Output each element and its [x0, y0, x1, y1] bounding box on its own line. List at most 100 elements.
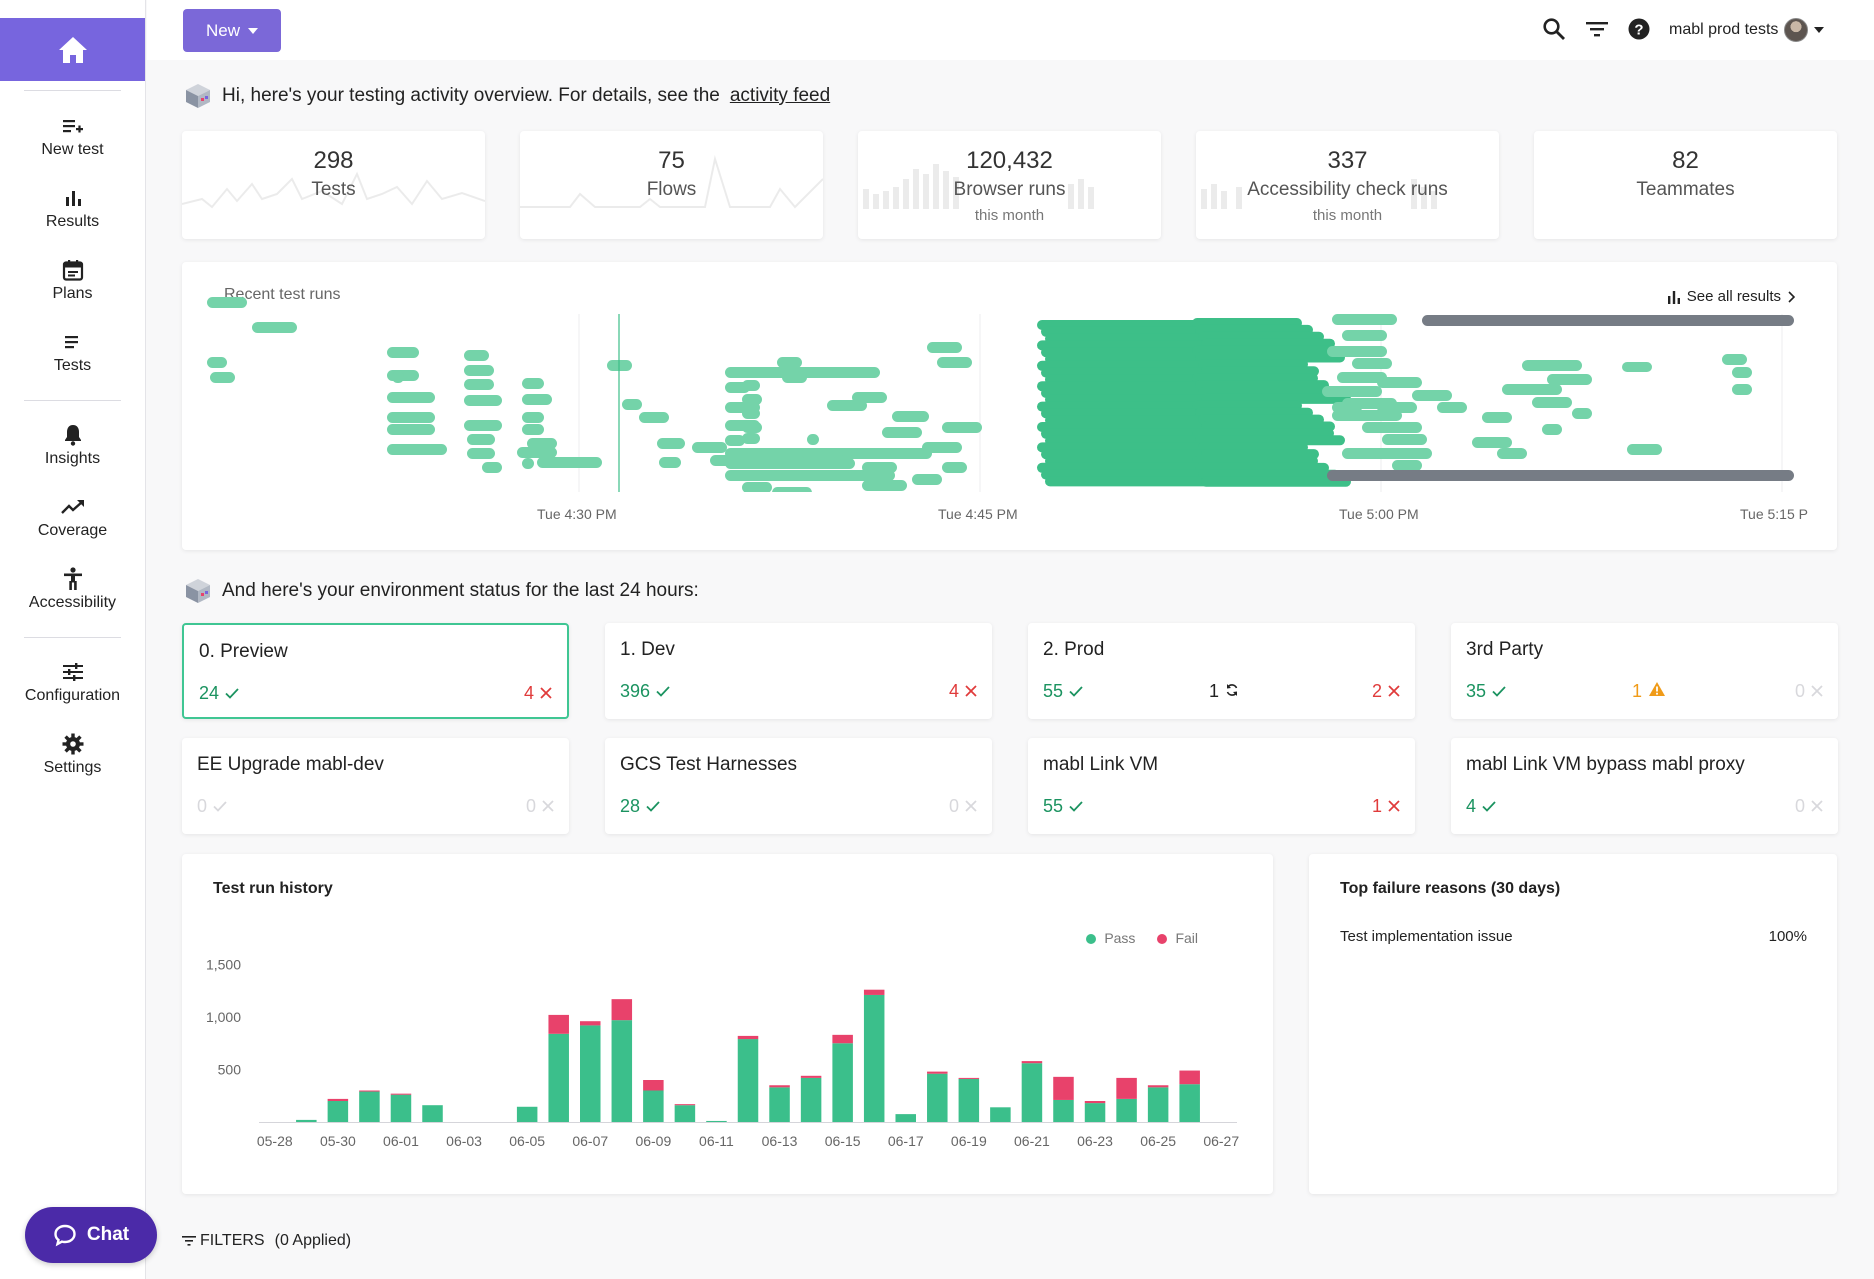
gantt-bar[interactable]: [742, 380, 760, 391]
gantt-bar[interactable]: [387, 444, 447, 455]
stat-card-accessibility-runs[interactable]: 337 Accessibility check runs this month: [1196, 131, 1499, 239]
gantt-bar[interactable]: [207, 357, 227, 368]
gantt-bar[interactable]: [742, 482, 772, 492]
see-all-results-link[interactable]: See all results: [1667, 288, 1795, 305]
gantt-bar[interactable]: [852, 392, 887, 403]
bar-pass[interactable]: [800, 1077, 822, 1122]
gantt-bar[interactable]: [807, 434, 819, 445]
gantt-bar[interactable]: [1382, 434, 1427, 445]
gantt-bar[interactable]: [777, 357, 802, 368]
environment-card[interactable]: 3rd Party 35 1 0: [1451, 623, 1838, 719]
gantt-bar[interactable]: [1382, 377, 1422, 388]
sidebar-item-configuration[interactable]: Configuration: [0, 660, 145, 705]
bar-pass[interactable]: [643, 1090, 664, 1123]
gantt-bar[interactable]: [1622, 362, 1652, 372]
bar-fail[interactable]: [548, 1014, 569, 1034]
gantt-bar[interactable]: [725, 470, 895, 481]
bar-fail[interactable]: [580, 1021, 601, 1026]
bar-fail[interactable]: [390, 1093, 412, 1095]
gantt-bar[interactable]: [1732, 384, 1752, 395]
gantt-bar[interactable]: [725, 448, 815, 459]
bar-fail[interactable]: [1053, 1076, 1074, 1100]
bar-pass[interactable]: [674, 1105, 696, 1122]
gantt-bar[interactable]: [482, 462, 502, 473]
gantt-bar[interactable]: [657, 438, 685, 449]
gantt-bar[interactable]: [1352, 358, 1392, 369]
gantt-bar[interactable]: [772, 487, 812, 492]
bar-fail[interactable]: [643, 1080, 664, 1091]
activity-feed-link[interactable]: activity feed: [729, 85, 831, 106]
gantt-bar[interactable]: [912, 474, 942, 485]
bar-pass[interactable]: [516, 1106, 538, 1122]
stat-card-tests[interactable]: 298 Tests: [182, 131, 485, 239]
gantt-bar[interactable]: [252, 322, 297, 333]
gantt-bar[interactable]: [527, 438, 557, 449]
bar-fail[interactable]: [1084, 1101, 1106, 1104]
gantt-bar[interactable]: [392, 372, 404, 383]
gantt-bar[interactable]: [522, 458, 534, 469]
gantt-bar[interactable]: [1502, 384, 1562, 395]
bar-pass[interactable]: [327, 1101, 349, 1122]
gantt-bar[interactable]: [892, 411, 929, 422]
gantt-bar[interactable]: [464, 350, 489, 361]
gantt-bar[interactable]: [1337, 372, 1387, 383]
gantt-bar[interactable]: [464, 420, 502, 431]
failure-reason-row[interactable]: Test implementation issue 100%: [1340, 928, 1807, 945]
gantt-bar[interactable]: [639, 412, 669, 423]
bar-fail[interactable]: [1021, 1061, 1043, 1064]
gantt-bar[interactable]: [659, 457, 681, 468]
gantt-bar[interactable]: [1732, 367, 1752, 378]
gantt-bar[interactable]: [522, 394, 552, 405]
gantt-bar[interactable]: [537, 457, 602, 468]
gantt-bar[interactable]: [387, 347, 419, 358]
bar-pass[interactable]: [1147, 1087, 1169, 1122]
gantt-bar[interactable]: [1627, 444, 1662, 455]
filters-toggle[interactable]: FILTERS (0 Applied): [182, 1232, 351, 1250]
gantt-bar[interactable]: [1422, 315, 1794, 326]
gantt-bar[interactable]: [1542, 424, 1562, 435]
gantt-bar[interactable]: [1322, 386, 1382, 397]
bar-pass[interactable]: [548, 1033, 569, 1122]
home-button[interactable]: [0, 18, 145, 81]
bar-pass[interactable]: [737, 1039, 759, 1122]
sidebar-item-tests[interactable]: Tests: [0, 330, 145, 375]
bar-pass[interactable]: [1021, 1063, 1043, 1122]
environment-card[interactable]: 1. Dev 396 4: [605, 623, 992, 719]
gantt-bar[interactable]: [1437, 402, 1467, 413]
gantt-bar[interactable]: [464, 395, 502, 406]
bar-fail[interactable]: [1179, 1070, 1200, 1085]
gantt-bar[interactable]: [1392, 460, 1422, 471]
gantt-bar[interactable]: [1482, 412, 1512, 423]
gantt-bar[interactable]: [942, 462, 967, 473]
gantt-bar[interactable]: [1532, 397, 1572, 408]
bar-pass[interactable]: [769, 1087, 790, 1122]
gantt-bar[interactable]: [862, 462, 897, 473]
gantt-bar[interactable]: [742, 408, 760, 419]
gantt-bar[interactable]: [1327, 346, 1387, 357]
legend-fail[interactable]: Fail: [1157, 930, 1198, 946]
sidebar-item-plans[interactable]: Plans: [0, 258, 145, 303]
gantt-bar[interactable]: [1572, 408, 1592, 419]
gantt-bar[interactable]: [1472, 437, 1512, 448]
environment-card[interactable]: mabl Link VM bypass mabl proxy 4 0: [1451, 738, 1838, 834]
gantt-bar[interactable]: [387, 424, 435, 435]
gantt-bar[interactable]: [922, 442, 962, 453]
bar-fail[interactable]: [800, 1075, 822, 1078]
gantt-bar[interactable]: [1522, 360, 1582, 371]
gantt-bar[interactable]: [1377, 402, 1417, 413]
bar-pass[interactable]: [390, 1094, 412, 1122]
sidebar-item-settings[interactable]: Settings: [0, 732, 145, 777]
gantt-bar[interactable]: [1201, 476, 1351, 487]
gantt-bar[interactable]: [802, 448, 932, 459]
bar-fail[interactable]: [1147, 1085, 1169, 1088]
gantt-bar[interactable]: [207, 297, 247, 308]
gantt-bar[interactable]: [692, 442, 727, 453]
gantt-bar[interactable]: [622, 399, 642, 410]
legend-pass[interactable]: Pass: [1086, 930, 1135, 946]
gantt-bar[interactable]: [1412, 390, 1452, 401]
bar-fail[interactable]: [611, 999, 633, 1021]
sidebar-item-accessibility[interactable]: Accessibility: [0, 567, 145, 612]
gantt-bar[interactable]: [942, 422, 982, 433]
gantt-bar[interactable]: [1362, 422, 1422, 433]
bar-pass[interactable]: [422, 1105, 443, 1122]
